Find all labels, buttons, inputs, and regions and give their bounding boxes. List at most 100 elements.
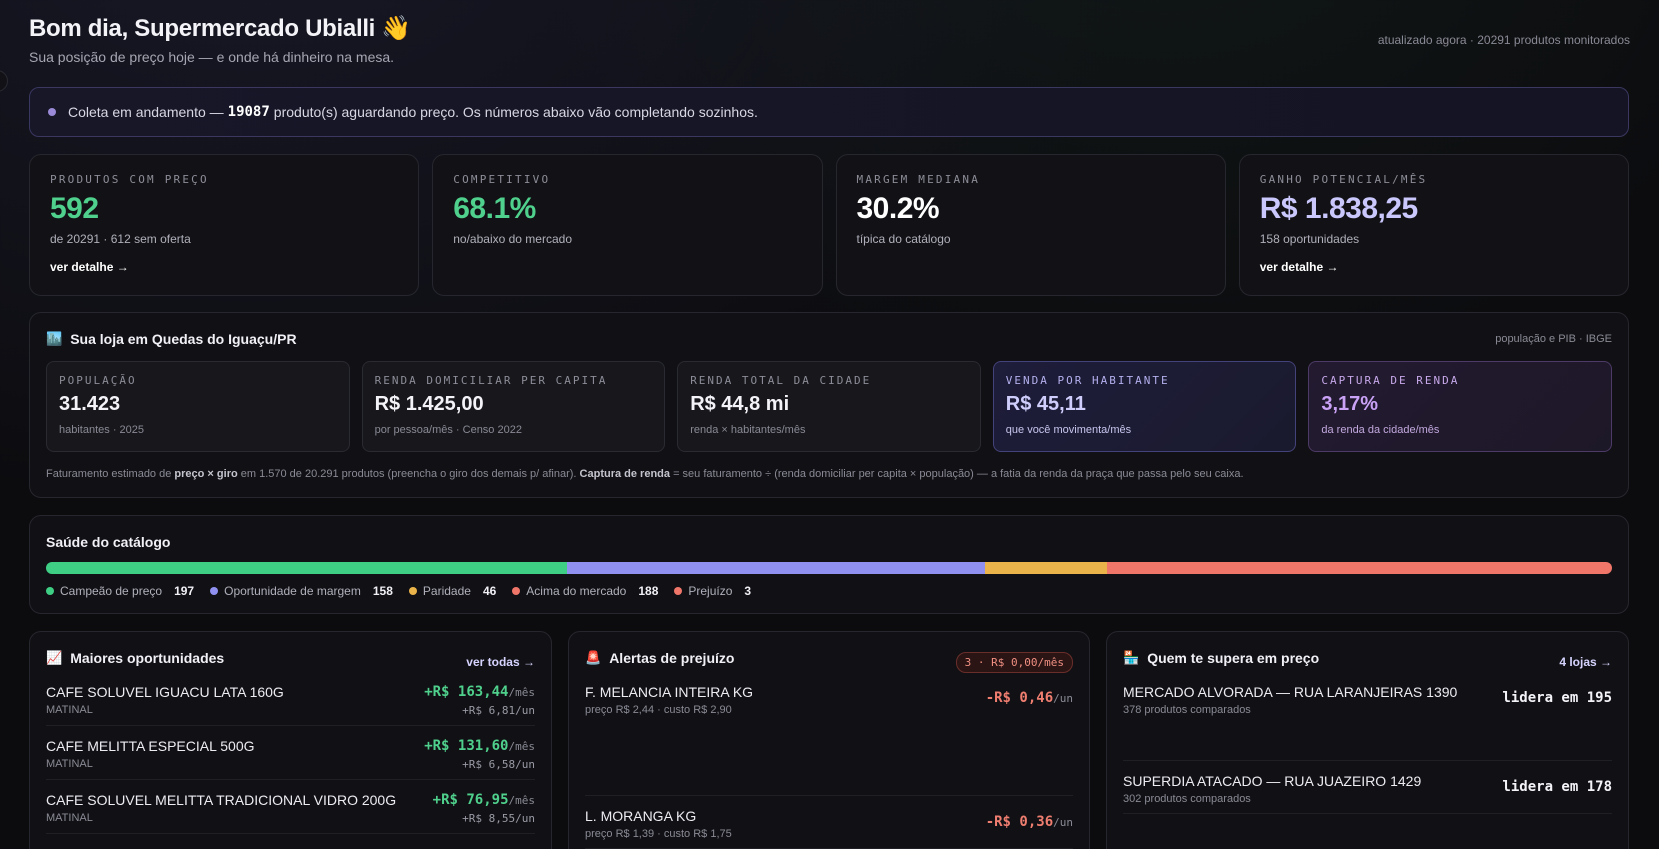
kpi-value: R$ 1.838,25 — [1259, 192, 1418, 225]
legend-count: 197 — [174, 584, 195, 598]
concorrentes-title: Quem te supera em preço — [1147, 650, 1320, 666]
kpi-value: 30.2% — [856, 192, 940, 225]
list-item[interactable]: MERCADO ALVORADA — RUA LARANJEIRAS 1390 3… — [1123, 672, 1612, 761]
legend-count: 3 — [744, 584, 752, 598]
kpi-row: PRODUTOS COM PREÇO 592 de 20291 · 612 se… — [29, 154, 1629, 296]
loja-footnote: Faturamento estimado de preço × giro em … — [46, 468, 1612, 480]
store-icon: 🏪 — [1123, 650, 1140, 665]
list-item[interactable]: L. MORANGA KG preço R$ 1,39 · custo R$ 1,… — [585, 796, 1073, 849]
legend-label: Prejuízo — [688, 584, 733, 598]
product-brand: MATINAL — [46, 704, 93, 716]
competitor-detail: 378 produtos comparados — [1123, 704, 1251, 716]
oportunidades-title-row: 📈 Maiores oportunidades — [46, 650, 535, 666]
footnote-bold: Captura de renda — [579, 468, 671, 480]
stat-value: 31.423 — [59, 393, 121, 415]
kpi-sub: de 20291 · 612 sem oferta — [50, 232, 191, 246]
stat-populacao: POPULAÇÃO 31.423 habitantes · 2025 — [46, 361, 350, 452]
legend-label: Acima do mercado — [526, 584, 627, 598]
ver-todas-link[interactable]: ver todas → — [466, 655, 535, 669]
footnote-text: Faturamento estimado de — [46, 468, 172, 480]
oportunidades-card: 📈 Maiores oportunidades ver todas → CAFE… — [29, 631, 552, 849]
product-name: CAFE SOLUVEL MELITTA TRADICIONAL VIDRO 2… — [46, 792, 397, 808]
health-segment-0 — [46, 562, 568, 574]
kpi-label: GANHO POTENCIAL/MÊS — [1259, 173, 1428, 186]
kpi-ganho-potencial: GANHO POTENCIAL/MÊS R$ 1.838,25 158 opor… — [1238, 154, 1629, 296]
list-item[interactable]: CAFE MELITTA ESPECIAL 500G MATINAL +R$ 13… — [46, 726, 535, 780]
stat-label: RENDA TOTAL DA CIDADE — [690, 374, 872, 387]
legend-item: Acima do mercado 188 — [512, 584, 658, 598]
kpi-value: 592 — [50, 192, 99, 225]
list-item[interactable]: SUPERDIA ATACADO — RUA JUAZEIRO 1429 302 … — [1123, 761, 1612, 814]
gain-unit: /mês — [508, 686, 536, 699]
competitor-name: SUPERDIA ATACADO — RUA JUAZEIRO 1429 — [1123, 773, 1422, 789]
alertas-card: 🚨 Alertas de prejuízo 3 · R$ 0,00/mês F.… — [568, 631, 1090, 849]
list-item[interactable]: CAFE SOLUVEL IGUACU LATA 160G MATINAL +R$… — [46, 672, 535, 726]
product-name: L. MORANGA KG — [585, 808, 697, 824]
kpi-label: COMPETITIVO — [453, 173, 551, 186]
legend-label: Oportunidade de margem — [224, 584, 361, 598]
legend-label: Paridade — [422, 584, 471, 598]
stat-sub: da renda da cidade/mês — [1321, 424, 1440, 436]
ver-detalhe-link[interactable]: ver detalhe → — [50, 260, 129, 274]
kpi-value: 68.1% — [453, 192, 536, 225]
kpi-label: PRODUTOS COM PREÇO — [50, 173, 209, 186]
list-item[interactable]: F. MELANCIA INTEIRA KG preço R$ 2,44 · cu… — [585, 672, 1073, 796]
stat-value: R$ 45,11 — [1005, 393, 1086, 415]
stat-label: RENDA DOMICILIAR PER CAPITA — [374, 374, 608, 387]
alertas-badge: 3 · R$ 0,00/mês — [955, 652, 1073, 673]
list-item[interactable]: CAFE SOLUVEL MELITTA TRADICIONAL VIDRO 2… — [46, 780, 535, 834]
kpi-sub: 158 oportunidades — [1259, 232, 1360, 246]
footnote-text: = seu faturamento ÷ (renda domiciliar pe… — [673, 468, 1244, 480]
loss-amount: -R$ 0,36 — [985, 814, 1054, 830]
siren-icon: 🚨 — [585, 650, 602, 665]
kpi-sub: típica do catálogo — [856, 232, 951, 246]
kpi-produtos-com-preco: PRODUTOS COM PREÇO 592 de 20291 · 612 se… — [29, 154, 420, 296]
saude-title: Saúde do catálogo — [46, 534, 171, 550]
lojas-link[interactable]: 4 lojas → — [1559, 655, 1612, 669]
concorrentes-title-row: 🏪 Quem te supera em preço — [1123, 650, 1612, 666]
kpi-competitivo: COMPETITIVO 68.1% no/abaixo do mercado — [432, 154, 823, 296]
product-name: CAFE MELITTA ESPECIAL 500G — [46, 738, 255, 754]
health-segment-1 — [567, 562, 986, 574]
concorrentes-card: 🏪 Quem te supera em preço 4 lojas → MERC… — [1106, 631, 1629, 849]
legend-swatch — [46, 587, 54, 595]
stat-value: R$ 1.425,00 — [374, 393, 484, 415]
stat-sub: por pessoa/mês · Censo 2022 — [374, 424, 522, 436]
alertas-title: Alertas de prejuízo — [609, 650, 735, 666]
banner-count: 19087 — [227, 104, 270, 120]
kpi-sub: no/abaixo do mercado — [453, 232, 572, 246]
stat-label: POPULAÇÃO — [59, 374, 137, 387]
loja-stats: POPULAÇÃO 31.423 habitantes · 2025 RENDA… — [46, 361, 1612, 452]
chart-up-icon: 📈 — [46, 650, 63, 665]
loja-source: população e PIB · IBGE — [1495, 333, 1612, 345]
gain-amount: +R$ 163,44 — [424, 684, 509, 700]
legend-item: Campeão de preço 197 — [46, 584, 194, 598]
kpi-margem-mediana: MARGEM MEDIANA 30.2% típica do catálogo — [835, 154, 1226, 296]
legend-count: 158 — [372, 584, 393, 598]
legend-swatch — [512, 587, 521, 595]
product-name: CAFE SOLUVEL IGUACU LATA 160G — [46, 684, 284, 700]
product-brand: MATINAL — [46, 758, 93, 770]
legend-swatch — [210, 587, 219, 595]
stat-venda-por-habitante: VENDA POR HABITANTE R$ 45,11 que você mo… — [992, 361, 1297, 452]
gain-unit: /mês — [508, 740, 536, 753]
competitor-lead: lidera em 178 — [1502, 779, 1612, 795]
page-title: Bom dia, Supermercado Ubialli 👋 — [29, 15, 412, 42]
gain-per-unit: +R$ 6,58/un — [462, 758, 535, 771]
stat-sub: habitantes · 2025 — [59, 424, 145, 436]
gain-unit: /mês — [508, 794, 536, 807]
loja-title-row: 🏙️ Sua loja em Quedas do Iguaçu/PR — [46, 331, 1612, 347]
competitor-detail: 302 produtos comparados — [1123, 793, 1251, 805]
stat-captura-de-renda: CAPTURA DE RENDA 3,17% da renda da cidad… — [1308, 361, 1612, 452]
legend-swatch — [674, 587, 683, 595]
ver-detalhe-link[interactable]: ver detalhe → — [1259, 260, 1339, 274]
status-dot — [48, 108, 56, 116]
price-cost-detail: preço R$ 2,44 · custo R$ 2,90 — [585, 704, 732, 716]
oportunidades-title: Maiores oportunidades — [70, 650, 225, 666]
legend-count: 188 — [638, 584, 659, 598]
side-collapse-handle[interactable] — [0, 70, 8, 92]
stat-label: VENDA POR HABITANTE — [1005, 374, 1170, 387]
gain-per-unit: +R$ 8,55/un — [462, 812, 535, 825]
alertas-list: F. MELANCIA INTEIRA KG preço R$ 2,44 · cu… — [585, 672, 1073, 849]
stat-sub: renda × habitantes/mês — [690, 424, 806, 436]
